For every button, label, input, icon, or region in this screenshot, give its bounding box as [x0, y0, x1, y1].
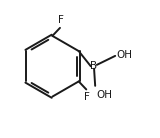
Text: F: F — [84, 92, 90, 102]
Text: OH: OH — [116, 50, 132, 59]
Text: OH: OH — [97, 90, 113, 100]
Text: F: F — [58, 15, 64, 25]
Text: B: B — [90, 61, 97, 71]
